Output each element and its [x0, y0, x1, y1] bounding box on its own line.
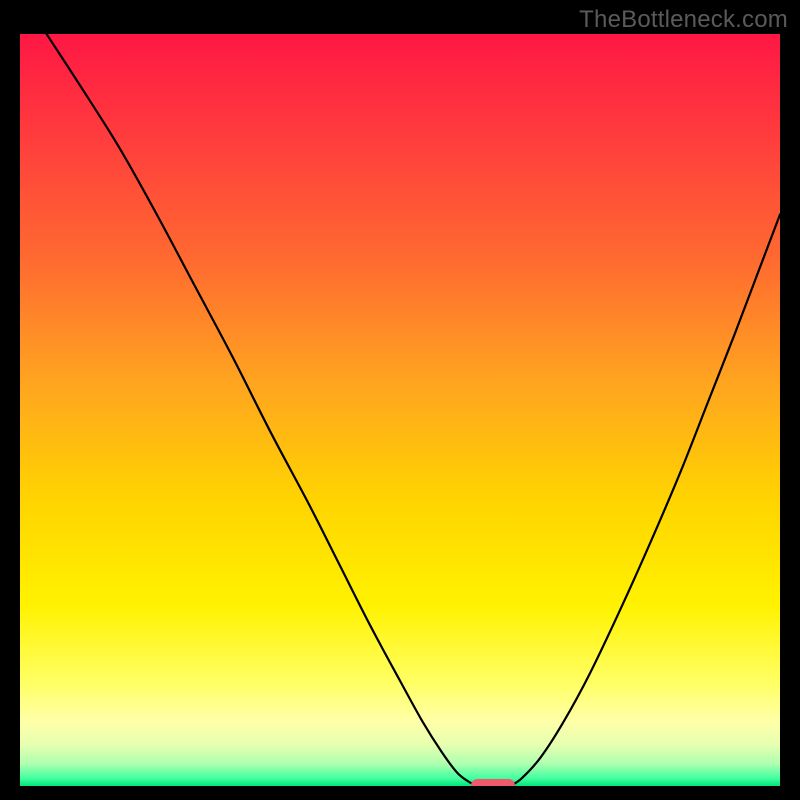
right-curve — [510, 214, 780, 786]
chart-container: TheBottleneck.com — [0, 0, 800, 800]
watermark-text: TheBottleneck.com — [579, 6, 788, 34]
minimum-marker — [471, 779, 515, 786]
plot-area — [20, 34, 780, 786]
left-curve — [47, 34, 478, 786]
curves-layer — [20, 34, 780, 786]
